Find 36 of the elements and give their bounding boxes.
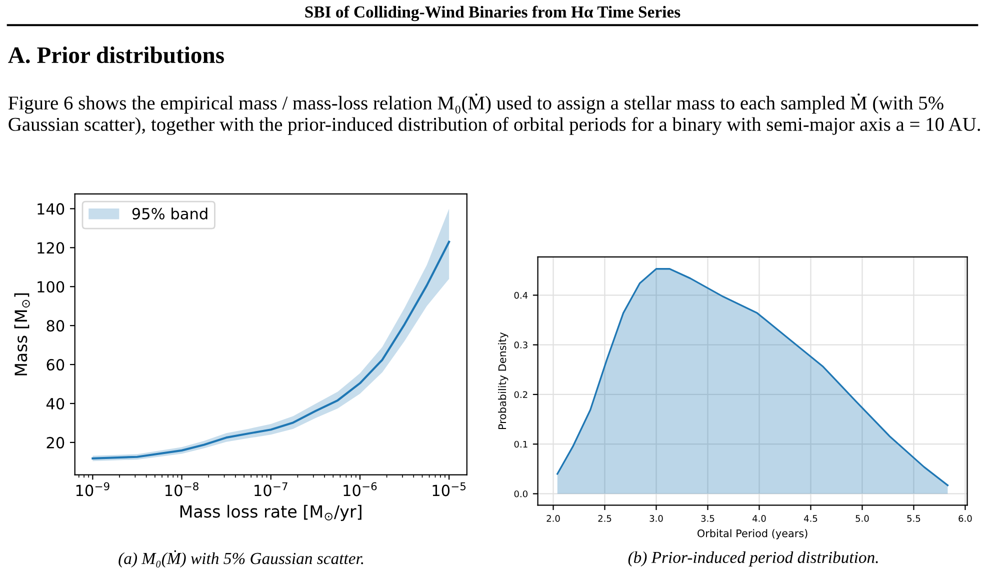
text: (a) M₀(Ṁ) with 5% Gaussian scatter. [118,550,364,568]
y-tick-label: 20 [46,436,64,448]
x-tick-label: 10$^{−8}$ [166,482,198,496]
y-tick-label: 0.2 [514,391,528,398]
x-tick-label: 3.0 [650,515,663,522]
x-tick-label: 2.5 [598,515,612,522]
x-tick-label: 5.5 [907,515,920,522]
text: SBI of Colliding-Wind Binaries from Hα Time Series [305,6,680,22]
x-tick-label: 10$^{−7}$ [254,482,288,496]
y-axis-title: Probability Density [498,332,508,430]
x-axis-title: Orbital Period (years) [698,529,808,540]
x-tick-label: 10$^{−6}$ [344,482,377,496]
x-tick-label: 3.5 [701,515,714,522]
x-tick-label: 5.0 [856,515,869,522]
x-tick-label: 6.0 [958,515,972,522]
y-tick-label: 0.3 [514,342,528,348]
y-tick-label: 120 [38,242,64,254]
x-tick-label: 2.0 [546,515,560,522]
text: A. Prior distributions [8,46,224,64]
x-axis-title: Mass loss rate [M$_{⊙}$/yr] [180,504,362,521]
text: (b) Prior-induced period distribution. [628,551,878,566]
x-tick-label: 4.0 [752,515,766,522]
y-tick-label: 100 [38,281,64,293]
x-tick-label: 10$^{−9}$ [76,482,110,496]
x-tick-label: 10$^{−5}$ [432,482,466,496]
legend-label: 95% band [132,208,208,220]
y-tick-label: 60 [46,359,64,371]
caption: Figure 6 shows the empirical mass / mass-loss relation M₀(Ṁ) used to assign a stellar mass to each sampled Ṁ (with 5% Gaussian scatter), together with the prior-induced distribution of orbital periods for a binary with semi-major axis a = 10 AU. [8,93,980,135]
y-tick-label: 0.1 [514,440,528,448]
y-tick-label: 80 [46,320,64,332]
y-tick-label: 40 [46,398,64,410]
y-tick-label: 140 [38,203,64,215]
y-axis-title: Mass [M$_{⊙}$] [14,293,30,376]
y-tick-label: 0.0 [514,490,528,498]
x-tick-label: 4.5 [804,515,818,522]
y-tick-label: 0.4 [514,292,528,299]
